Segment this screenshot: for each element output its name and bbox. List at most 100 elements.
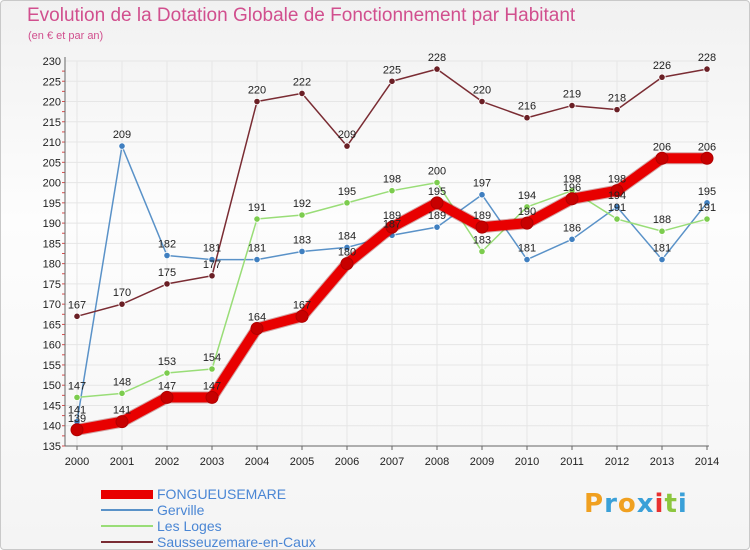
y-tick-label: 180 bbox=[43, 259, 61, 271]
series-sausseuzemare-en-caux bbox=[73, 65, 711, 320]
y-tick-label: 140 bbox=[43, 421, 61, 433]
data-label: 198 bbox=[383, 174, 401, 186]
data-label: 219 bbox=[563, 89, 581, 101]
data-point bbox=[523, 255, 531, 264]
data-label: 147 bbox=[158, 380, 176, 392]
data-label: 190 bbox=[518, 206, 536, 218]
y-tick-label: 150 bbox=[43, 380, 61, 392]
data-label: 183 bbox=[293, 234, 311, 246]
data-point bbox=[388, 77, 396, 85]
data-label: 200 bbox=[428, 166, 446, 178]
data-label: 170 bbox=[113, 287, 131, 299]
data-point bbox=[568, 101, 576, 110]
data-point bbox=[118, 142, 126, 150]
y-tick-label: 205 bbox=[43, 157, 61, 169]
data-point bbox=[475, 220, 489, 234]
data-label: 226 bbox=[653, 60, 671, 72]
data-label: 139 bbox=[68, 413, 86, 425]
data-point bbox=[478, 191, 486, 199]
y-tick-label: 225 bbox=[43, 76, 61, 88]
data-point bbox=[610, 184, 624, 198]
data-point bbox=[478, 97, 486, 106]
data-point bbox=[205, 390, 219, 404]
data-label: 218 bbox=[608, 93, 626, 105]
data-label: 187 bbox=[383, 218, 401, 230]
data-point bbox=[343, 142, 351, 150]
data-label: 192 bbox=[293, 198, 311, 210]
series-les-loges bbox=[73, 178, 711, 401]
data-point bbox=[613, 215, 621, 223]
logo-letter: x bbox=[636, 489, 655, 519]
data-point bbox=[70, 423, 84, 437]
data-label: 175 bbox=[158, 267, 176, 279]
chart-subtitle: (en € et par an) bbox=[28, 30, 104, 42]
data-label: 195 bbox=[698, 186, 716, 198]
data-label: 216 bbox=[518, 101, 536, 113]
data-point bbox=[73, 312, 81, 320]
data-point bbox=[613, 106, 621, 114]
x-tick-label: 2012 bbox=[605, 456, 629, 468]
data-label: 222 bbox=[293, 76, 311, 88]
data-point bbox=[118, 300, 126, 308]
data-point bbox=[295, 309, 309, 323]
data-point bbox=[568, 235, 576, 243]
legend-swatch bbox=[101, 541, 153, 543]
data-label: 181 bbox=[653, 243, 671, 255]
x-tick-label: 2014 bbox=[695, 456, 719, 468]
data-label: 194 bbox=[608, 190, 626, 202]
data-point bbox=[523, 203, 531, 211]
data-label: 184 bbox=[338, 230, 356, 242]
chart-title: Evolution de la Dotation Globale de Fonc… bbox=[27, 5, 576, 26]
logo-letter: o bbox=[617, 489, 637, 519]
data-label: 195 bbox=[428, 186, 446, 198]
data-label: 206 bbox=[698, 141, 716, 153]
legend-item: FONGUEUSEMARE bbox=[101, 486, 361, 502]
data-point bbox=[163, 280, 171, 288]
data-label: 209 bbox=[113, 129, 131, 141]
legend-item: Les Loges bbox=[101, 518, 361, 534]
data-point bbox=[253, 255, 261, 264]
y-tick-label: 195 bbox=[43, 198, 61, 210]
data-point bbox=[565, 192, 579, 206]
y-tick-label: 190 bbox=[43, 218, 61, 230]
data-label: 189 bbox=[473, 210, 491, 222]
data-point bbox=[298, 89, 306, 98]
data-point bbox=[388, 187, 396, 195]
y-tick-label: 200 bbox=[43, 178, 61, 190]
y-tick-label: 215 bbox=[43, 117, 61, 129]
legend-item: Gerville bbox=[101, 502, 361, 518]
data-label: 191 bbox=[248, 202, 266, 214]
data-point bbox=[163, 251, 171, 260]
proxiti-logo: Proxiti bbox=[584, 489, 688, 519]
data-point bbox=[253, 215, 261, 223]
data-label: 196 bbox=[563, 182, 581, 194]
data-label: 148 bbox=[113, 376, 131, 388]
data-point bbox=[703, 65, 711, 73]
y-tick-label: 160 bbox=[43, 340, 61, 352]
data-point bbox=[658, 255, 666, 264]
data-point bbox=[703, 215, 711, 223]
data-point bbox=[163, 369, 171, 377]
legend-label: FONGUEUSEMARE bbox=[157, 486, 287, 502]
legend-swatch bbox=[101, 489, 153, 499]
logo-letter: i bbox=[654, 489, 665, 519]
data-label: 209 bbox=[338, 129, 356, 141]
x-tick-label: 2006 bbox=[335, 456, 359, 468]
data-point bbox=[613, 203, 621, 211]
x-tick-label: 2010 bbox=[515, 456, 539, 468]
data-point bbox=[298, 211, 306, 219]
data-point bbox=[703, 199, 711, 207]
data-label: 228 bbox=[428, 52, 446, 64]
y-tick-label: 135 bbox=[43, 441, 61, 453]
data-label: 189 bbox=[383, 210, 401, 222]
x-tick-label: 2002 bbox=[155, 456, 179, 468]
data-point bbox=[655, 151, 669, 165]
legend-label: Gerville bbox=[157, 502, 205, 518]
data-point bbox=[115, 415, 129, 429]
data-point bbox=[73, 393, 81, 401]
data-label: 182 bbox=[158, 239, 176, 251]
data-label: 220 bbox=[473, 85, 491, 97]
data-label: 220 bbox=[248, 85, 266, 97]
